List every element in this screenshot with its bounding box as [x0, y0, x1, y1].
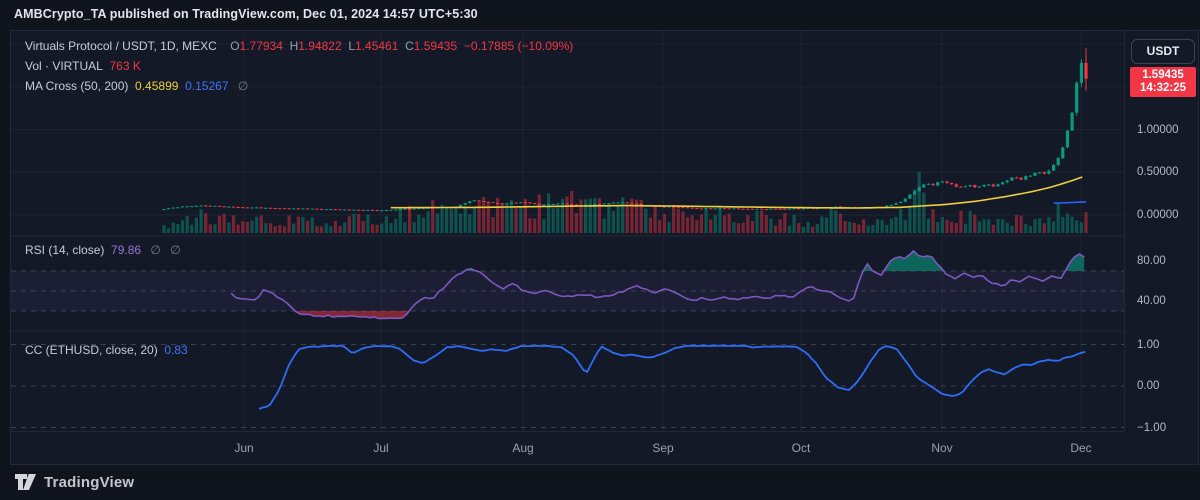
time-tick: Sep: [652, 441, 674, 455]
rsi-tick: 80.00: [1137, 255, 1166, 267]
footer-bar: TradingView: [0, 465, 1200, 500]
volume-label: Vol · VIRTUAL: [25, 59, 103, 73]
symbol-title[interactable]: Virtuals Protocol / USDT, 1D, MEXC: [25, 39, 217, 53]
chart-canvas[interactable]: [11, 31, 1124, 431]
time-tick: Jun: [234, 441, 254, 455]
time-tick: Aug: [512, 441, 534, 455]
time-tick: Jul: [373, 441, 389, 455]
rsi-value: 79.86: [111, 243, 142, 257]
open-value: 1.77934: [239, 39, 283, 53]
cc-tick: −1.00: [1137, 421, 1167, 434]
ma200-value: 0.15267: [185, 79, 229, 93]
rsi-legend[interactable]: RSI (14, close) 79.86 ∅ ∅: [25, 243, 181, 257]
symbol-legend[interactable]: Virtuals Protocol / USDT, 1D, MEXC O1.77…: [25, 39, 573, 53]
rsi-tick: 40.00: [1137, 295, 1166, 307]
cc-tick: 1.00: [1137, 338, 1160, 351]
attribution-text: AMBCrypto_TA published on TradingView.co…: [14, 7, 478, 21]
high-label: H: [289, 39, 299, 53]
rsi-label: RSI (14, close): [25, 243, 105, 257]
time-axis[interactable]: Jun Jul Aug Sep Oct Nov Dec: [11, 431, 1124, 465]
time-tick: Nov: [931, 441, 953, 455]
last-price-tag: 1.59435 14:32:25: [1130, 66, 1196, 97]
cc-legend[interactable]: CC (ETHUSD, close, 20) 0.83: [25, 343, 188, 357]
low-label: L: [348, 39, 356, 53]
low-value: 1.45461: [355, 39, 399, 53]
volume-value: 763 K: [109, 59, 141, 73]
rsi-source-icon-1[interactable]: ∅: [150, 243, 161, 257]
volume-legend[interactable]: Vol · VIRTUAL 763 K: [25, 59, 141, 73]
price-tick: 1.00000: [1137, 123, 1179, 136]
price-tick: 0.00000: [1137, 209, 1179, 221]
rsi-source-icon-2[interactable]: ∅: [170, 243, 181, 257]
price-axis[interactable]: USDT 1.59435 14:32:25 1.00000 0.50000 0.00…: [1124, 31, 1200, 434]
cc-value: 0.83: [164, 343, 188, 357]
high-value: 1.94822: [298, 39, 342, 53]
bar-countdown: 14:32:25: [1139, 81, 1187, 94]
change-value: −0.17885 (−10.09%): [463, 39, 574, 53]
open-label: O: [230, 39, 240, 53]
close-label: C: [405, 39, 414, 53]
tradingview-wordmark: TradingView: [44, 473, 135, 491]
ma50-value: 0.45899: [135, 79, 179, 93]
tradingview-logo[interactable]: TradingView: [14, 472, 134, 492]
cc-label: CC (ETHUSD, close, 20): [25, 343, 158, 357]
attribution-bar: AMBCrypto_TA published on TradingView.co…: [0, 0, 1200, 30]
close-value: 1.59435: [413, 39, 458, 53]
tradingview-mark-icon: [15, 474, 36, 490]
time-tick: Dec: [1070, 441, 1092, 455]
chart-widget: Virtuals Protocol / USDT, 1D, MEXC O1.77…: [10, 30, 1199, 465]
time-tick: Oct: [791, 441, 811, 455]
last-price-value: 1.59435: [1142, 68, 1184, 81]
cc-tick: 0.00: [1137, 380, 1160, 392]
ma-cross-label: MA Cross (50, 200): [25, 79, 129, 93]
ma-source-icon[interactable]: ∅: [237, 79, 249, 93]
currency-toggle-button[interactable]: USDT: [1131, 39, 1195, 64]
price-tick: 0.50000: [1137, 166, 1179, 179]
ma-cross-legend[interactable]: MA Cross (50, 200) 0.45899 0.15267 ∅: [25, 79, 248, 93]
